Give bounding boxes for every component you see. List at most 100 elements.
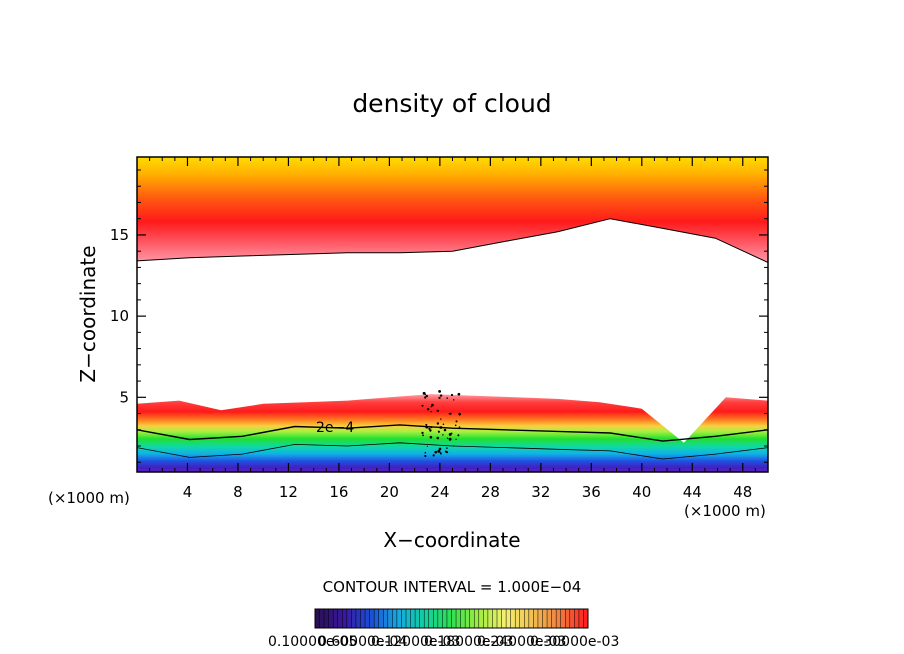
speckle [455,438,457,441]
lower-contour [137,442,768,460]
speckle [446,397,449,399]
colorbar-swatch [551,609,557,628]
x-unit-right: (×1000 m) [684,502,766,520]
speckle [440,418,442,420]
speckle [458,412,462,416]
colorbar-swatch [396,609,402,628]
speckle [442,434,444,436]
contour-2e-4 [137,424,768,442]
speckle [421,431,424,435]
chart-title: density of cloud [352,89,551,118]
speckle [442,423,445,425]
speckle [424,454,427,458]
speckle [446,437,449,439]
x-tick-label: 8 [233,483,243,501]
x-tick-label: 44 [683,483,702,501]
colorbar-swatch [510,609,516,628]
speckle [438,396,441,400]
x-tick-label: 48 [733,483,752,501]
colorbar-swatch [446,609,452,628]
upper-cloud-contour [137,218,768,263]
colorbar-swatch [487,609,493,628]
x-tick-label: 40 [632,483,651,501]
colorbar-swatch [346,609,352,628]
colorbar-swatch [383,609,389,628]
colorbar-swatch [474,609,480,628]
colorbar-swatch [410,609,416,628]
speckle [431,403,434,407]
colorbar-swatch [433,609,439,628]
colorbar-swatch [524,609,530,628]
x-tick-label: 20 [380,483,399,501]
colorbar-frame [314,608,589,629]
colorbar-swatch [406,609,411,628]
colorbar-swatch [456,609,461,628]
speckle [430,426,433,429]
colorbar-swatch [333,609,339,628]
speckle [429,429,432,432]
colorbar-swatch [328,609,334,628]
lower-cloud-layer [137,394,768,472]
speckle [436,422,440,425]
colorbar-swatch [574,609,580,628]
colorbar-swatch [424,609,430,628]
speckle [437,430,440,433]
colorbar-swatch [506,609,511,628]
colorbar-swatch [392,609,398,628]
speckle [438,390,441,393]
speckle [439,426,443,429]
speckle [426,445,428,447]
colorbar-swatch [360,609,366,628]
colorbar-swatch [415,609,420,628]
speckle [454,424,457,427]
speckle [457,392,461,396]
colorbar-swatch [342,609,348,628]
colorbar-swatch [501,609,507,628]
colorbar-swatch [319,609,325,628]
y-ticks: 5 10 15 [110,169,768,463]
colorbar-swatch [569,609,575,628]
colorbar-swatch [492,609,498,628]
colorbar-swatch [560,609,566,628]
speckle [428,427,431,430]
speckle [450,393,454,397]
speckle [432,454,435,457]
speckle [452,399,455,401]
colorbar-swatch [528,609,534,628]
colorbar-swatch [324,609,329,628]
colorbar-label: 0.12000e-03 [371,634,460,650]
y-tick-label: 5 [119,388,129,406]
speckle [425,425,429,429]
speckle [458,426,461,428]
colorbar-swatch [355,609,361,628]
speckle [436,409,439,413]
colorbar-swatch [442,609,448,628]
x-tick-label: 36 [582,483,601,501]
speckle [421,404,424,407]
colorbar-swatch [315,609,320,628]
contour-interval: CONTOUR INTERVAL = 1.000E−04 [323,578,582,596]
colorbar-swatch [460,609,466,628]
speckle [434,450,438,454]
colorbar-swatch [369,609,375,628]
x-axis-label: X−coordinate [383,528,520,552]
speckle [439,394,443,397]
x-tick-label: 16 [329,483,348,501]
x-tick-label: 32 [531,483,550,501]
speckle [422,434,425,437]
speckle [453,445,455,447]
colorbar [314,609,589,628]
speckle [426,407,430,411]
plot-area [137,157,768,472]
colorbar-swatch [565,609,571,628]
colorbar-swatch [365,609,370,628]
speckle [438,426,441,429]
speckle [425,394,428,398]
colorbar-swatch [465,609,470,628]
colorbar-swatch [428,609,434,628]
colorbar-labels: 0.60000e-040.12000e-030.18000e-030.24000… [318,634,619,650]
colorbar-label-min: 0.10000e-05 [268,634,357,650]
speckle [425,423,428,426]
x-tick-label: 28 [481,483,500,501]
speckle [436,436,440,440]
